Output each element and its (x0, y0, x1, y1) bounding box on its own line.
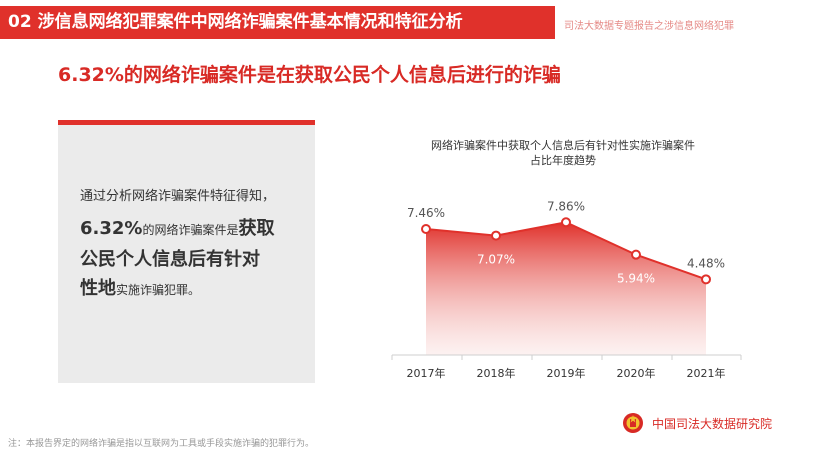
x-tick-label: 2020年 (617, 366, 656, 380)
data-label: 7.07% (477, 253, 515, 267)
data-label: 7.46% (407, 206, 445, 220)
report-subtitle: 司法大数据专题报告之涉信息网络犯罪 (564, 21, 734, 32)
x-tick-label: 2019年 (547, 366, 586, 380)
data-point (701, 274, 711, 285)
series-area (426, 222, 706, 355)
summary-stat: 6.32% (80, 218, 143, 239)
brand: 中国司法大数据研究院 (622, 412, 772, 434)
x-tick-label: 2018年 (477, 366, 516, 380)
x-tick-label: 2017年 (407, 366, 446, 380)
chart-title-line2: 占比年度趋势 (530, 154, 596, 167)
summary-panel (58, 122, 315, 383)
brand-name: 中国司法大数据研究院 (652, 416, 773, 431)
court-emblem-icon (623, 413, 643, 433)
summary-tail: 实施诈骗犯罪。 (116, 283, 201, 297)
data-point (631, 249, 641, 260)
summary-bold-1: 获取 (238, 218, 275, 239)
section-header: 02 涉信息网络犯罪案件中网络诈骗案件基本情况和特征分析 (0, 6, 555, 39)
chart-title-line1: 网络诈骗案件中获取个人信息后有针对性实施诈骗案件 (431, 139, 695, 152)
data-point (561, 217, 571, 228)
chart-title: 网络诈骗案件中获取个人信息后有针对性实施诈骗案件 占比年度趋势 (378, 138, 748, 168)
x-tick-label: 2021年 (687, 366, 726, 380)
data-point (421, 224, 431, 235)
page-headline: 6.32%的网络诈骗案件是在获取公民个人信息后进行的诈骗 (58, 64, 561, 86)
summary-bold-2: 公民个人信息后有针对 (80, 249, 260, 270)
data-label: 4.48% (687, 256, 725, 270)
data-point (491, 230, 501, 241)
summary-intro: 通过分析网络诈骗案件特征得知， (80, 189, 276, 204)
data-label: 7.86% (547, 199, 585, 213)
summary-body: 6.32%的网络诈骗案件是获取 公民个人信息后有针对 性地实施诈骗犯罪。 (80, 214, 310, 305)
data-label: 5.94% (617, 272, 655, 286)
footnote: 注：本报告界定的网络诈骗是指以互联网为工具或手段实施诈骗的犯罪行为。 (8, 439, 315, 449)
panel-accent-bar (58, 120, 315, 125)
summary-stat-suffix: 的网络诈骗案件是 (142, 223, 239, 237)
summary-bold-3: 性地 (80, 278, 116, 299)
summary-text: 通过分析网络诈骗案件特征得知， 6.32%的网络诈骗案件是获取 公民个人信息后有… (80, 186, 310, 305)
